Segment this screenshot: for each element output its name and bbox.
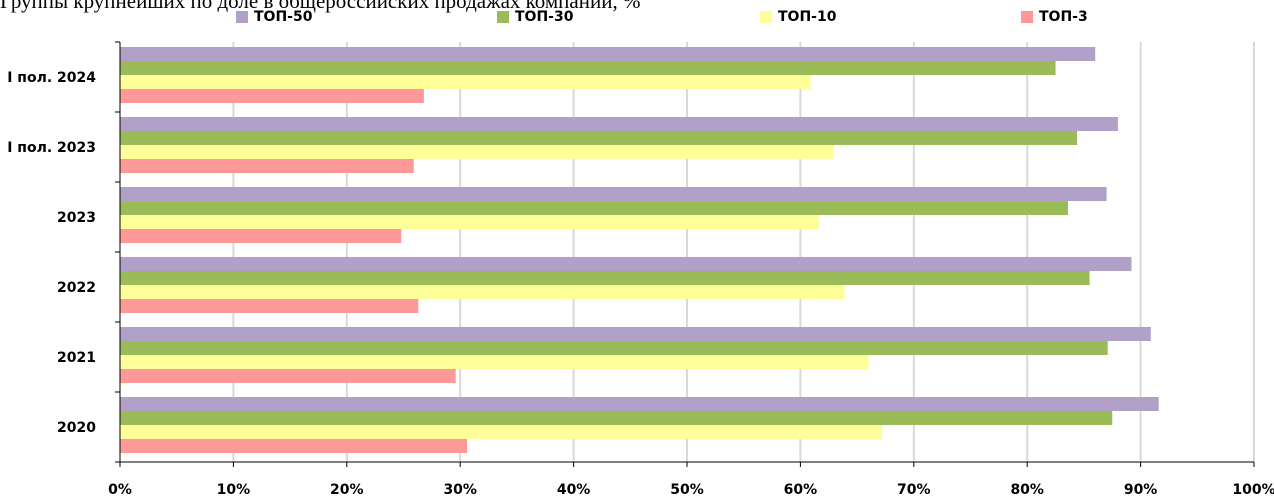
- chart-caption-cut: Группы крупнейших по доле в общероссийск…: [0, 0, 641, 13]
- legend-item-топ-10: ТОП-10: [760, 8, 836, 26]
- bar-топ-50: [120, 257, 1132, 271]
- legend-label: ТОП-50: [254, 9, 313, 25]
- legend-label: ТОП-3: [1039, 9, 1088, 25]
- bar-топ-3: [120, 299, 419, 313]
- x-tick-label: 60%: [784, 482, 818, 497]
- bar-топ-3: [120, 369, 456, 383]
- bar-топ-10: [120, 215, 819, 229]
- x-tick-label: 100%: [1232, 482, 1274, 497]
- legend-label: ТОП-30: [515, 9, 574, 25]
- bar-топ-3: [120, 159, 414, 173]
- x-tick-label: 40%: [557, 482, 591, 497]
- bar-топ-50: [120, 47, 1096, 61]
- bar-топ-50: [120, 397, 1159, 411]
- x-tick-label: 70%: [897, 482, 931, 497]
- x-tick-label: 30%: [443, 482, 477, 497]
- bar-топ-10: [120, 425, 883, 439]
- bar-топ-10: [120, 145, 834, 159]
- bar-топ-10: [120, 355, 869, 369]
- category-label: 2020: [57, 420, 96, 436]
- x-tick-label: 20%: [330, 482, 364, 497]
- bar-топ-3: [120, 229, 402, 243]
- legend-swatch: [497, 11, 509, 23]
- legend-item-топ-50: ТОП-50: [236, 8, 312, 26]
- legend-swatch: [236, 11, 248, 23]
- bar-топ-30: [120, 201, 1069, 215]
- bar-топ-30: [120, 131, 1078, 145]
- bar-топ-3: [120, 89, 424, 103]
- bar-топ-10: [120, 285, 845, 299]
- x-tick-label: 10%: [217, 482, 251, 497]
- bar-топ-50: [120, 117, 1118, 131]
- category-label: 2023: [57, 210, 96, 226]
- legend-swatch: [1021, 11, 1033, 23]
- bar-топ-30: [120, 341, 1108, 355]
- category-label: 2022: [57, 280, 96, 296]
- category-label: I пол. 2023: [7, 140, 96, 156]
- bar-топ-50: [120, 327, 1151, 341]
- bar-топ-3: [120, 439, 468, 453]
- x-tick-label: 0%: [108, 482, 132, 497]
- legend-item-топ-30: ТОП-30: [497, 8, 573, 26]
- category-label: I пол. 2024: [7, 70, 96, 86]
- x-tick-label: 90%: [1124, 482, 1158, 497]
- x-tick-label: 80%: [1010, 482, 1044, 497]
- bar-топ-10: [120, 75, 811, 89]
- legend-label: ТОП-10: [778, 9, 837, 25]
- bar-топ-30: [120, 61, 1056, 75]
- bar-топ-30: [120, 271, 1090, 285]
- legend-swatch: [760, 11, 772, 23]
- bar-топ-50: [120, 187, 1107, 201]
- legend-item-топ-3: ТОП-3: [1021, 8, 1088, 26]
- bar-топ-30: [120, 411, 1113, 425]
- x-tick-label: 50%: [670, 482, 704, 497]
- category-label: 2021: [57, 350, 96, 366]
